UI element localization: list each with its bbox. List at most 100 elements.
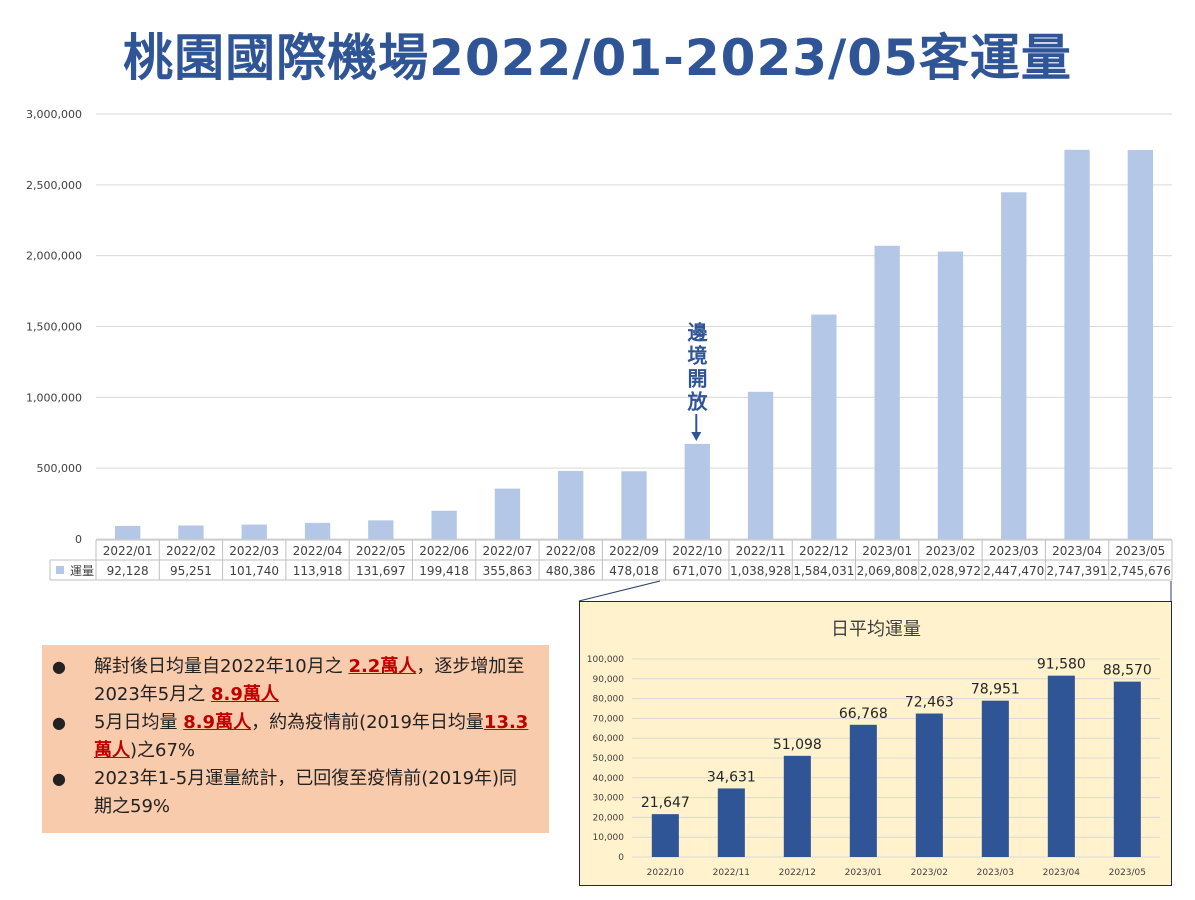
category-label: 2022/05 [356, 544, 406, 558]
note-fragment: 2023年1-5月運量統計，已回復至疫情前(2019年)同期之59% [94, 768, 518, 817]
callout-line [578, 580, 661, 602]
data-label: 671,070 [672, 564, 722, 578]
note-fragment: 5月日均量 [94, 712, 184, 733]
y-tick-label: 1,500,000 [26, 321, 82, 334]
border-reopening-annotation: 邊境開放 [684, 322, 708, 414]
note-text: 5月日均量 8.9萬人，約為疫情前(2019年日均量13.3萬人)之67% [94, 709, 535, 765]
y-tick-label: 500,000 [37, 462, 83, 475]
y-tick-label: 3,000,000 [26, 108, 82, 121]
data-label: 2,747,391 [1047, 564, 1108, 578]
y-tick-label: 100,000 [587, 655, 624, 665]
y-tick-label: 80,000 [593, 695, 625, 705]
bar [651, 814, 679, 857]
y-tick-label: 2,500,000 [26, 179, 82, 192]
note-fragment: 解封後日均量自2022年10月之 [94, 656, 349, 677]
note-text: 解封後日均量自2022年10月之 2.2萬人，逐步增加至 2023年5月之 8.… [94, 653, 535, 709]
bar [114, 525, 141, 539]
y-tick-label: 0 [618, 853, 624, 863]
data-label: 66,768 [839, 706, 888, 722]
note-text: 2023年1-5月運量統計，已回復至疫情前(2019年)同期之59% [94, 765, 535, 821]
data-label: 2,028,972 [920, 564, 981, 578]
category-label: 2022/10 [647, 868, 685, 878]
bar [747, 391, 774, 539]
note-item: ● 解封後日均量自2022年10月之 2.2萬人，逐步增加至 2023年5月之 8… [52, 653, 535, 709]
bar [178, 525, 204, 539]
category-label: 2022/11 [713, 868, 750, 878]
category-label: 2022/12 [799, 544, 849, 558]
category-label: 2023/02 [911, 868, 948, 878]
highlight-value: 8.9萬人 [183, 712, 252, 733]
category-label: 2022/12 [779, 868, 816, 878]
highlight-value: 2.2萬人 [348, 656, 417, 677]
data-label: 95,251 [170, 564, 212, 578]
category-label: 2023/03 [977, 868, 1014, 878]
data-label: 131,697 [356, 564, 406, 578]
data-label: 72,463 [905, 695, 954, 711]
bar [1127, 150, 1154, 539]
data-label: 51,098 [773, 737, 822, 753]
category-label: 2022/08 [546, 544, 596, 558]
category-label: 2022/03 [229, 544, 279, 558]
legend-swatch [56, 566, 64, 574]
data-label: 88,570 [1103, 663, 1152, 679]
data-label: 2,447,470 [983, 564, 1044, 578]
category-label: 2023/02 [926, 544, 976, 558]
data-label: 199,418 [419, 564, 469, 578]
bar [783, 755, 811, 857]
y-tick-label: 2,000,000 [26, 250, 82, 263]
bar [304, 522, 331, 539]
category-label: 2022/10 [672, 544, 722, 558]
category-label: 2022/06 [419, 544, 469, 558]
bar [981, 700, 1009, 857]
y-tick-label: 30,000 [593, 794, 625, 804]
bar [1047, 675, 1075, 857]
data-label: 101,740 [229, 564, 279, 578]
bar [684, 443, 710, 539]
y-tick-label: 40,000 [593, 774, 625, 784]
category-label: 2022/09 [609, 544, 659, 558]
category-label: 2022/07 [482, 544, 532, 558]
y-tick-label: 10,000 [593, 833, 625, 843]
highlight-value: 13.3萬人 [94, 712, 529, 761]
category-label: 2023/05 [1109, 868, 1146, 878]
bar [849, 724, 877, 857]
bar [717, 788, 745, 857]
y-tick-label: 20,000 [593, 813, 625, 823]
data-label: 92,128 [107, 564, 149, 578]
data-label: 480,386 [546, 564, 596, 578]
data-label: 478,018 [609, 564, 659, 578]
inset-title: 日平均運量 [831, 619, 921, 640]
bar [874, 245, 900, 539]
notes-box: ● 解封後日均量自2022年10月之 2.2萬人，逐步增加至 2023年5月之 8… [42, 645, 549, 833]
data-label: 1,038,928 [730, 564, 791, 578]
y-tick-label: 50,000 [593, 754, 625, 764]
bar [241, 524, 267, 539]
note-item: ● 5月日均量 8.9萬人，約為疫情前(2019年日均量13.3萬人)之67% [52, 709, 535, 765]
note-item: ● 2023年1-5月運量統計，已回復至疫情前(2019年)同期之59% [52, 765, 535, 821]
bar [494, 488, 521, 539]
note-fragment: )之67% [130, 740, 196, 761]
data-label: 1,584,031 [793, 564, 854, 578]
y-tick-label: 0 [75, 533, 82, 546]
category-label: 2023/04 [1043, 868, 1081, 878]
page-title: 桃園國際機場2022/01-2023/05客運量 [123, 29, 1072, 87]
bar [937, 251, 964, 539]
bar [558, 470, 584, 539]
bar [621, 471, 647, 539]
data-label: 34,631 [707, 769, 756, 785]
legend-label: 運量 [70, 564, 94, 578]
data-label: 355,863 [483, 564, 533, 578]
category-label: 2023/04 [1052, 544, 1102, 558]
y-tick-label: 1,000,000 [26, 391, 82, 404]
data-label: 113,918 [293, 564, 343, 578]
y-tick-label: 90,000 [593, 675, 625, 685]
category-label: 2022/11 [736, 544, 786, 558]
data-label: 78,951 [971, 682, 1020, 698]
bar [1113, 681, 1141, 857]
annotation-arrowhead [691, 432, 702, 441]
note-fragment: ，約為疫情前(2019年日均量 [251, 712, 484, 733]
bar [811, 314, 837, 539]
data-label: 91,580 [1037, 657, 1086, 673]
bullet-icon: ● [52, 713, 66, 732]
